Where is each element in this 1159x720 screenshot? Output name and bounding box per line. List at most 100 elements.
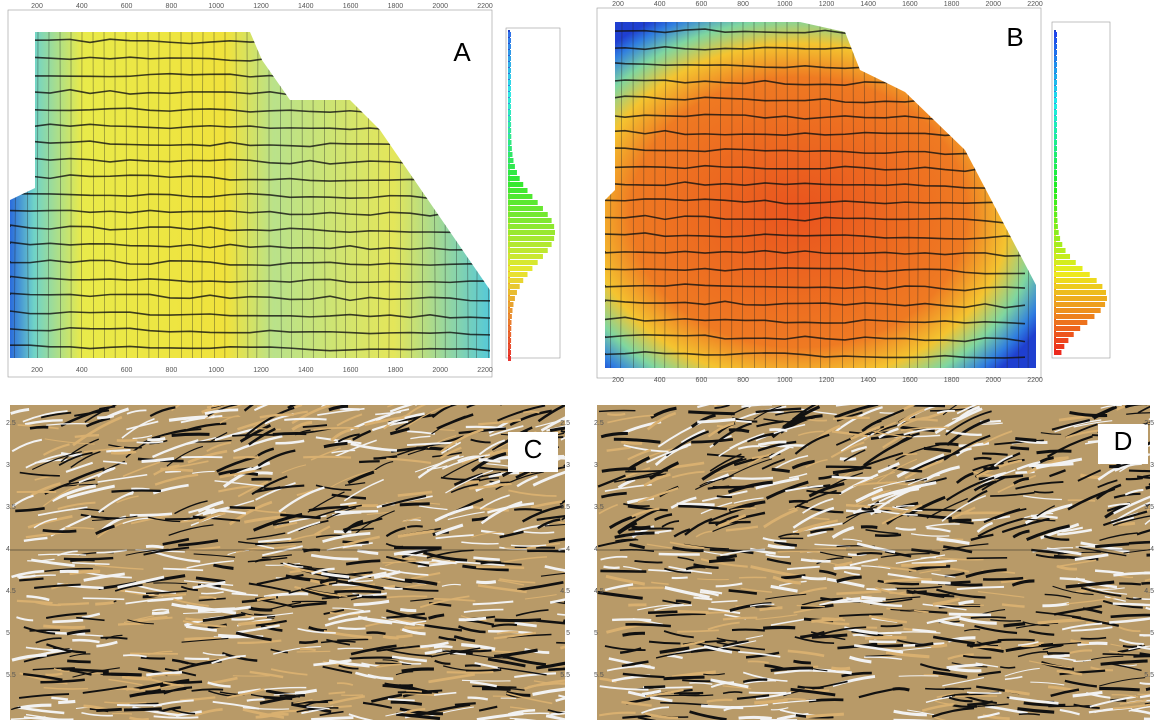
x-tick-label: 200 [612, 377, 624, 384]
reflector [931, 643, 948, 648]
reflector [477, 584, 527, 594]
reflector [856, 542, 896, 554]
reflector [256, 596, 277, 602]
map-a [7, 9, 493, 378]
reflector [922, 603, 967, 611]
reflector [895, 554, 946, 564]
reflector [755, 691, 792, 700]
reflector [19, 471, 60, 477]
reflector [386, 457, 432, 464]
histogram-bar [1054, 44, 1057, 49]
reflector [641, 706, 669, 714]
reflector [536, 661, 565, 670]
reflector [730, 507, 756, 512]
reflector [600, 555, 628, 561]
reflector [770, 584, 798, 593]
reflector [94, 564, 144, 570]
reflector [278, 486, 325, 513]
reflector [1061, 526, 1084, 533]
reflector [171, 460, 209, 469]
histogram-bar [508, 116, 512, 121]
reflector [1066, 597, 1116, 605]
reflector [212, 405, 215, 406]
x-tick-label: 400 [76, 3, 88, 10]
reflector [830, 441, 865, 459]
reflector [946, 418, 991, 446]
reflector [243, 405, 255, 412]
reflector [643, 473, 671, 487]
histogram-bar [508, 44, 511, 49]
reflector [514, 508, 543, 512]
reflector [932, 597, 961, 606]
reflector [699, 590, 719, 597]
reflector [801, 575, 827, 581]
grid-line [10, 209, 490, 217]
grid-line [605, 267, 1026, 275]
histogram-bar [1054, 344, 1065, 349]
reflector [506, 692, 553, 705]
reflector [977, 590, 1025, 598]
reflector [455, 560, 505, 567]
histogram-bar [508, 356, 512, 361]
histogram-bar [508, 230, 555, 235]
reflector [51, 484, 97, 502]
reflector [722, 685, 752, 690]
reflector [322, 532, 371, 543]
reflector [971, 470, 1004, 478]
reflector [259, 413, 294, 419]
reflector [934, 407, 983, 435]
reflector [710, 678, 749, 689]
reflector [1017, 650, 1049, 658]
reflector [250, 693, 289, 699]
reflector [942, 543, 989, 552]
reflector [1036, 449, 1072, 455]
histogram-bar [508, 284, 520, 289]
reflector [513, 524, 550, 534]
reflector [201, 591, 224, 595]
reflector [1126, 597, 1142, 600]
y-tick-label: 5 [1150, 630, 1154, 637]
reflector [180, 585, 198, 592]
reflector [716, 553, 738, 560]
y-tick-label: 4 [594, 546, 598, 553]
histogram-bar [1054, 134, 1057, 139]
reflector [1137, 693, 1150, 695]
reflector [1133, 654, 1150, 658]
histogram-bar [508, 200, 538, 205]
reflector [1109, 662, 1142, 672]
histogram-bar [508, 326, 512, 331]
reflector [33, 517, 57, 529]
reflector [387, 649, 432, 658]
reflector [11, 569, 45, 579]
reflector [407, 447, 429, 456]
histogram-bar [1054, 38, 1057, 43]
reflector [102, 672, 142, 677]
reflector [958, 599, 974, 606]
reflector [649, 461, 680, 480]
reflector [899, 415, 930, 428]
reflector [16, 616, 34, 622]
reflector [710, 681, 734, 688]
reflector [564, 600, 565, 604]
reflector [68, 467, 105, 484]
reflector [868, 614, 908, 624]
reflector [67, 659, 91, 664]
reflector [725, 525, 759, 532]
histogram-bar [508, 152, 513, 157]
reflector [648, 640, 681, 645]
reflector [229, 506, 256, 510]
reflector [202, 652, 226, 656]
reflector [836, 590, 882, 596]
reflector [958, 441, 990, 448]
reflector [1097, 587, 1125, 590]
reflector [406, 405, 451, 428]
reflector [458, 625, 486, 634]
reflector [126, 420, 159, 431]
histogram-bar [1054, 62, 1057, 67]
reflector [709, 548, 754, 555]
reflector [713, 405, 718, 407]
x-tick-label: 1400 [298, 3, 314, 10]
reflector [178, 539, 219, 547]
reflector [76, 616, 105, 622]
